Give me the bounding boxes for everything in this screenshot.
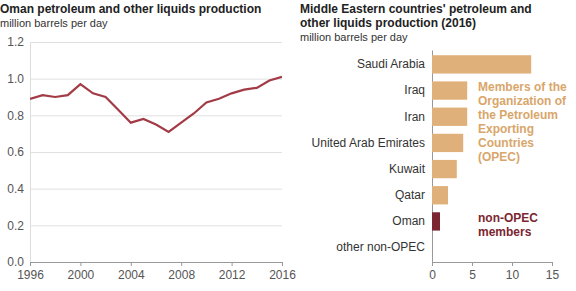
y-tick: other non-OPEC [336,240,425,254]
figure: Oman petroleum and other liquids product… [0,0,576,291]
grid-line [30,115,282,116]
bar [432,212,440,230]
x-tick-label: 2004 [118,268,145,282]
x-tick-label: 0 [429,268,436,282]
y-tick-label: 1.2 [7,35,24,49]
tick-mark [432,262,433,266]
y-tick: United Arab Emirates [312,136,425,150]
text-line: the Petroleum [478,108,558,122]
y-tick: Iran [404,110,425,124]
y-tick-label: 0.2 [7,219,24,233]
tick-mark [131,262,132,266]
tick-mark [30,262,31,266]
y-axis: Saudi Arabia Iraq Iran United Arab Emirates… [312,51,433,263]
bar [432,186,448,204]
x-tick-label: 5 [469,268,476,282]
category-label: Kuwait [389,162,426,176]
x-tick: 2012 [219,262,246,282]
y-tick-label: 0.4 [7,182,24,196]
tick-mark [181,262,182,266]
tick-mark [552,262,553,266]
y-tick: 0.6 [7,145,282,159]
line-chart: Oman petroleum and other liquids product… [0,2,296,282]
chart-subtitle: million barrels per day [300,31,408,43]
grid-line [30,225,282,226]
tick-mark [232,262,233,266]
x-tick-label: 2008 [168,268,195,282]
x-tick-label: 2012 [219,268,246,282]
y-tick: Kuwait [389,162,426,176]
x-tick: 2004 [118,262,145,282]
bar [432,160,457,178]
x-tick-label: 1996 [17,268,44,282]
x-tick: 2016 [269,262,296,282]
category-label: Iran [404,110,425,124]
annotation: non-OPECmembers [478,211,538,239]
x-tick-label: 2016 [269,268,296,282]
tick-mark [472,262,473,266]
y-tick: 1.2 [7,35,282,49]
text-line: Members of the [478,80,567,94]
text-line: (OPEC) [478,150,520,164]
x-tick-label: 2000 [68,268,95,282]
x-tick: 0 [429,262,436,282]
x-tick-label: 10 [506,268,520,282]
tick-mark [512,262,513,266]
text-line: Organization of [478,94,567,108]
y-tick-label: 0.8 [7,109,24,123]
y-tick: 0.2 [7,219,282,233]
y-axis: 0.00.20.40.60.81.01.2 [7,35,282,269]
y-tick: 0.4 [7,182,282,196]
grid-line [30,189,282,190]
data-line [30,77,282,132]
bar [432,81,467,99]
text-line: Countries [478,136,534,150]
x-axis: 1996 2000 2004 2008 2012 2016 [17,262,296,282]
axis-line [31,263,283,267]
category-label: Qatar [395,188,425,202]
y-tick: Oman [392,214,425,228]
text-line: members [478,225,532,239]
x-tick: 1996 [17,262,44,282]
chart-subtitle: million barrels per day [0,17,108,29]
bar-chart: Middle Eastern countries' petroleum ando… [300,2,567,282]
x-tick-label: 15 [546,268,560,282]
x-axis: 0 5 10 15 [429,262,559,282]
text-line: other liquids production (2016) [300,16,476,30]
axis-line [433,263,553,267]
y-tick: 1.0 [7,72,282,86]
tick-mark [80,262,81,266]
bar [432,108,467,126]
chart-title: Oman petroleum and other liquids product… [0,2,261,16]
text-line: Middle Eastern countries' petroleum and [300,2,532,16]
category-label: Iraq [404,83,425,97]
x-tick: 15 [546,262,560,282]
y-tick: Qatar [395,188,425,202]
category-label: Saudi Arabia [357,57,425,71]
text-line: Exporting [478,122,534,136]
bar [432,134,463,152]
y-tick: Iraq [404,83,425,97]
grid-line [30,152,282,153]
annotation: Members of theOrganization ofthe Petrole… [478,80,567,164]
y-tick-label: 0.6 [7,145,24,159]
y-tick: Saudi Arabia [357,57,425,71]
grid-line [30,79,282,80]
bar [432,238,433,256]
chart-title: Middle Eastern countries' petroleum ando… [300,2,532,30]
x-tick: 5 [469,262,476,282]
x-tick: 2008 [168,262,195,282]
plot-area [30,77,282,132]
grid-line [30,42,282,43]
y-tick-label: 1.0 [7,72,24,86]
tick-mark [282,262,283,266]
axis-line [31,43,283,263]
text-line: non-OPEC [478,211,538,225]
category-label: Oman [392,214,425,228]
category-label: other non-OPEC [336,240,425,254]
bar [432,55,531,73]
category-label: United Arab Emirates [312,136,425,150]
x-tick: 10 [506,262,520,282]
x-tick: 2000 [68,262,95,282]
